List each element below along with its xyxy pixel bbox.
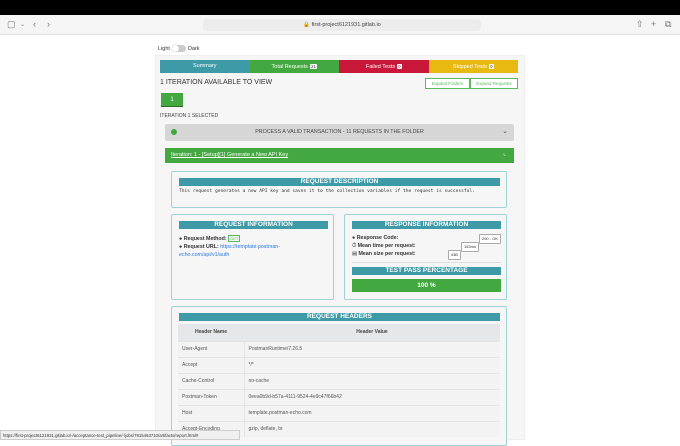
header-value: */* xyxy=(244,356,500,373)
info-icon: ● xyxy=(179,236,183,242)
response-info-card: RESPONSE INFORMATION ● Response Code: 200… xyxy=(344,214,507,300)
mean-time: 153ms xyxy=(460,242,479,252)
tabs-icon[interactable]: ⧉ xyxy=(665,19,672,29)
iteration-1-button[interactable]: 1 xyxy=(161,93,183,107)
request-title-link[interactable]: Iteration: 1 - [Setup][1] Generate a New… xyxy=(171,152,289,158)
method-badge: GET xyxy=(228,235,241,242)
dark-label: Dark xyxy=(187,45,200,52)
back-icon[interactable]: ‹ xyxy=(33,19,36,29)
expand-folders-button[interactable]: Expand Folders xyxy=(425,78,470,89)
headers-table: Header Name Header Value User-Agent Postma… xyxy=(178,324,500,437)
table-row: Cache-Control no-cache xyxy=(178,372,500,389)
time-label: Mean time per request: xyxy=(357,243,416,249)
method-label: Request Method: xyxy=(183,236,227,242)
size-label: Mean size per request: xyxy=(358,251,416,257)
tab-label: Failed Tests xyxy=(365,64,396,70)
theme-switch[interactable]: Light Dark xyxy=(158,45,200,52)
count-badge: 21 xyxy=(309,64,317,69)
sidebar-icon[interactable]: ▢ xyxy=(7,19,16,29)
table-row: User-Agent PostmanRuntime/7.26.5 xyxy=(178,340,500,357)
header-name: Accept xyxy=(178,356,245,373)
tab-label: Total Requests xyxy=(271,64,308,70)
header-value: PostmanRuntime/7.26.5 xyxy=(244,340,500,357)
response-code: 200 - OK xyxy=(478,234,501,244)
collapse-icon[interactable]: ⌞ xyxy=(503,151,506,157)
response-info-body: ● Response Code: 200 - OK ⏱ Mean time per… xyxy=(352,234,501,260)
tab-label: Summary xyxy=(192,63,217,69)
info-icon: ● xyxy=(352,235,356,241)
light-label: Light xyxy=(158,45,170,52)
success-icon xyxy=(171,129,177,135)
table-row: Host template.postman-echo.com xyxy=(178,404,500,421)
share-icon[interactable]: ⇧ xyxy=(636,19,644,29)
theme-toggle[interactable] xyxy=(171,45,186,52)
tab-total-requests[interactable]: Total Requests 21 xyxy=(249,60,339,73)
iteration-selected-label: ITERATION 1 SELECTED xyxy=(160,113,219,119)
headers-header: REQUEST HEADERS xyxy=(179,313,500,321)
header-value: 0eea0b9d-b57a-4111-9524-4e9c47f66b42 xyxy=(244,388,500,405)
tab-skipped-tests[interactable]: Skipped Tests 0 xyxy=(428,60,518,73)
header-name: User-Agent xyxy=(178,340,245,357)
header-value: no-cache xyxy=(244,372,500,389)
pass-header: TEST PASS PERCENTAGE xyxy=(352,267,501,275)
summary-tabs: Summary Total Requests 21 Failed Tests 0 S… xyxy=(160,60,518,73)
pass-percentage-bar: 100 % xyxy=(352,279,501,292)
code-label: Response Code: xyxy=(356,235,399,241)
lock-icon: 🔒 xyxy=(303,22,311,28)
request-url-link[interactable]: https://template.postman-echo.com/api/v1… xyxy=(179,244,280,258)
count-badge: 0 xyxy=(397,64,402,69)
folder-header[interactable]: PROCESS A VALID TRANSACTION - 11 REQUEST… xyxy=(165,124,514,141)
description-text: This request generates a new API key and… xyxy=(179,189,475,194)
request-header[interactable]: Iteration: 1 - [Setup][1] Generate a New… xyxy=(165,148,514,163)
menu-bar xyxy=(0,0,680,15)
description-header: REQUEST DESCRIPTION xyxy=(179,178,500,186)
url-label: Request URL: xyxy=(183,244,219,250)
chevron-down-icon: ⌄ xyxy=(502,128,508,135)
column-header: Header Value xyxy=(244,324,500,341)
request-info-body: ● Request Method: GET ● Request URL: htt… xyxy=(179,235,329,259)
request-info-header: REQUEST INFORMATION xyxy=(179,221,328,229)
table-row: Accept */* xyxy=(178,356,500,373)
tab-label: Skipped Tests xyxy=(452,64,488,70)
header-name: Postman-Token xyxy=(178,388,245,405)
tab-failed-tests[interactable]: Failed Tests 0 xyxy=(339,60,429,73)
divider xyxy=(352,262,501,263)
database-icon: ▤ xyxy=(352,251,358,257)
iteration-title: 1 ITERATION AVAILABLE TO VIEW xyxy=(160,79,273,86)
header-value: template.postman-echo.com xyxy=(244,404,500,421)
url-text: first-project6121931.gitlab.io xyxy=(311,22,381,28)
mean-size: 43B xyxy=(447,250,461,260)
request-info-card: REQUEST INFORMATION ● Request Method: GE… xyxy=(171,214,334,300)
column-header: Header Name xyxy=(178,324,244,341)
folder-title: PROCESS A VALID TRANSACTION - 11 REQUEST… xyxy=(255,129,424,135)
address-bar[interactable]: 🔒 first-project6121931.gitlab.io xyxy=(203,19,481,31)
expand-requests-button[interactable]: Expand Requests xyxy=(470,78,518,89)
request-description-card: REQUEST DESCRIPTION This request generat… xyxy=(171,171,507,208)
header-name: Cache-Control xyxy=(178,372,245,389)
chevron-down-icon[interactable]: ⌄ xyxy=(20,22,26,28)
forward-icon[interactable]: › xyxy=(47,19,50,29)
response-info-header: RESPONSE INFORMATION xyxy=(352,221,501,229)
info-icon: ● xyxy=(179,244,183,250)
count-badge: 0 xyxy=(489,64,494,69)
tab-summary[interactable]: Summary xyxy=(160,60,250,73)
table-row: Postman-Token 0eea0b9d-b57a-4111-9524-4e9… xyxy=(178,388,500,405)
status-bar-url: https://first-project6121931.gitlab.io/-… xyxy=(0,430,240,440)
stopwatch-icon: ⏱ xyxy=(352,243,357,249)
new-tab-icon[interactable]: + xyxy=(651,19,657,29)
header-name: Host xyxy=(178,404,245,421)
header-value: gzip, deflate, br xyxy=(244,420,500,437)
